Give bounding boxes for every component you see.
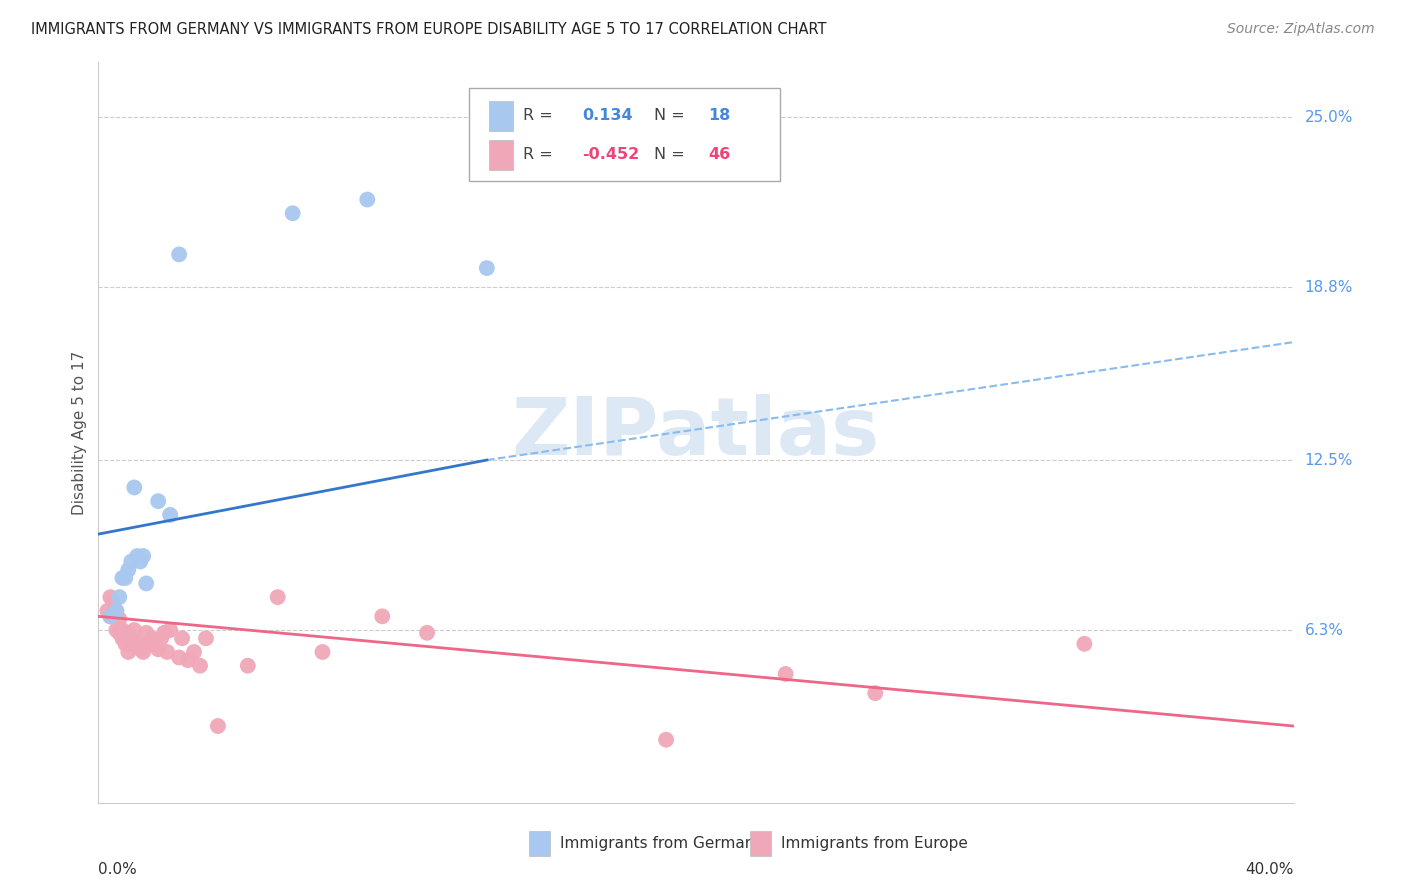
Text: 46: 46	[709, 147, 730, 162]
Text: Immigrants from Europe: Immigrants from Europe	[780, 836, 967, 851]
Point	[267, 590, 290, 604]
Text: -0.452: -0.452	[582, 147, 640, 162]
Point	[132, 645, 155, 659]
Point	[132, 549, 155, 563]
Text: IMMIGRANTS FROM GERMANY VS IMMIGRANTS FROM EUROPE DISABILITY AGE 5 TO 17 CORRELA: IMMIGRANTS FROM GERMANY VS IMMIGRANTS FR…	[31, 22, 827, 37]
Point	[172, 632, 194, 646]
Point	[1073, 637, 1095, 651]
Point	[311, 645, 333, 659]
FancyBboxPatch shape	[749, 830, 772, 856]
Text: R =: R =	[523, 108, 553, 123]
Point	[177, 653, 200, 667]
Point	[281, 206, 304, 220]
Text: N =: N =	[654, 108, 685, 123]
Point	[127, 549, 149, 563]
Point	[148, 642, 170, 657]
Point	[371, 609, 394, 624]
Point	[153, 625, 176, 640]
Point	[207, 719, 229, 733]
Text: R =: R =	[523, 147, 553, 162]
Point	[98, 609, 122, 624]
Point	[148, 494, 170, 508]
Text: ZIPatlas: ZIPatlas	[512, 393, 880, 472]
FancyBboxPatch shape	[489, 140, 513, 169]
Point	[120, 554, 142, 568]
Text: 40.0%: 40.0%	[1246, 862, 1294, 877]
FancyBboxPatch shape	[529, 830, 550, 856]
Point	[195, 632, 218, 646]
Point	[167, 650, 190, 665]
Point	[141, 632, 163, 646]
Point	[108, 590, 131, 604]
Point	[98, 590, 122, 604]
Point	[114, 637, 136, 651]
Point	[143, 637, 166, 651]
Point	[127, 637, 149, 651]
Point	[188, 658, 211, 673]
Point	[108, 625, 131, 640]
Text: 18: 18	[709, 108, 730, 123]
Point	[120, 637, 142, 651]
Point	[416, 625, 439, 640]
Point	[111, 571, 134, 585]
Point	[159, 623, 181, 637]
Point	[159, 508, 181, 522]
Point	[135, 625, 157, 640]
Point	[135, 576, 157, 591]
Text: 0.134: 0.134	[582, 108, 633, 123]
Text: Source: ZipAtlas.com: Source: ZipAtlas.com	[1227, 22, 1375, 37]
FancyBboxPatch shape	[489, 101, 513, 130]
Y-axis label: Disability Age 5 to 17: Disability Age 5 to 17	[72, 351, 87, 515]
Point	[98, 609, 122, 624]
Point	[236, 658, 259, 673]
Text: 18.8%: 18.8%	[1305, 280, 1353, 294]
Point	[117, 632, 139, 646]
Point	[150, 632, 173, 646]
Point	[117, 563, 139, 577]
Point	[865, 686, 887, 700]
Point	[105, 604, 128, 618]
Point	[103, 609, 125, 624]
Point	[167, 247, 190, 261]
Text: N =: N =	[654, 147, 685, 162]
Point	[183, 645, 205, 659]
Point	[655, 732, 678, 747]
Point	[120, 632, 142, 646]
Point	[96, 604, 118, 618]
Point	[475, 261, 498, 276]
Text: 25.0%: 25.0%	[1305, 110, 1353, 125]
Point	[775, 667, 797, 681]
Text: 12.5%: 12.5%	[1305, 452, 1353, 467]
Point	[114, 571, 136, 585]
Point	[111, 623, 134, 637]
Point	[103, 596, 125, 610]
Point	[138, 637, 160, 651]
Point	[124, 623, 146, 637]
Point	[111, 632, 134, 646]
Point	[129, 642, 152, 657]
Point	[114, 625, 136, 640]
Text: Immigrants from Germany: Immigrants from Germany	[560, 836, 763, 851]
Point	[129, 554, 152, 568]
Text: 6.3%: 6.3%	[1305, 623, 1344, 638]
Point	[156, 645, 179, 659]
FancyBboxPatch shape	[470, 88, 780, 181]
Point	[105, 604, 128, 618]
Point	[117, 645, 139, 659]
Point	[105, 623, 128, 637]
Text: 0.0%: 0.0%	[98, 862, 138, 877]
Point	[124, 480, 146, 494]
Point	[108, 612, 131, 626]
Point	[356, 193, 378, 207]
